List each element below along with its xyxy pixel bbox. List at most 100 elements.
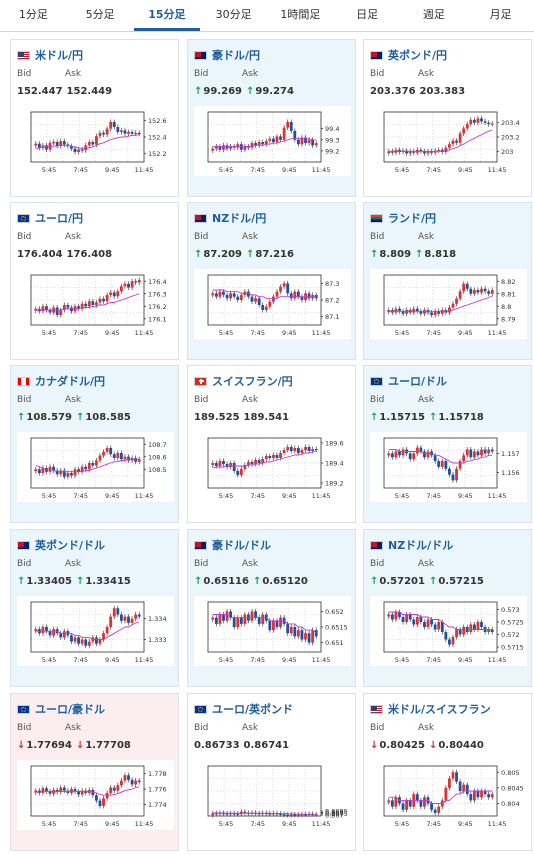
candle bbox=[289, 290, 293, 301]
candle bbox=[490, 627, 494, 635]
x-tick-label: 11:45 bbox=[135, 329, 154, 337]
candle bbox=[307, 444, 311, 454]
currency-pair-link[interactable]: NZドル/円 bbox=[212, 212, 267, 225]
x-tick-label: 9:45 bbox=[282, 329, 297, 337]
arrow-down-icon: ↓ bbox=[370, 740, 379, 751]
bid-value: ↑0.65116 bbox=[194, 576, 249, 587]
rate-card[interactable]: 米ドル/円 Bid Ask 152.447 152.449 152.6 152.4 152.2… bbox=[10, 39, 179, 197]
flag-icon bbox=[194, 540, 207, 550]
rate-card[interactable]: カナダドル/円 Bid Ask ↑108.579 ↑108.585 108.7 108.6 1… bbox=[10, 365, 179, 523]
candle bbox=[311, 137, 315, 148]
x-tick-label: 9:45 bbox=[105, 329, 120, 337]
bid-label: Bid bbox=[194, 723, 209, 733]
y-tick-label: 1.157 bbox=[501, 450, 520, 458]
rate-card[interactable]: ユーロ/ドル Bid Ask ↑1.15715 ↑1.15718 1.157 1.156 5:… bbox=[363, 365, 532, 523]
rate-card[interactable]: 英ポンド/ドル Bid Ask ↑1.33405 ↑1.33415 1.334 1.333 5… bbox=[10, 529, 179, 687]
candle bbox=[112, 119, 116, 130]
moving-average-line bbox=[212, 289, 317, 299]
candle bbox=[247, 289, 250, 300]
candle bbox=[109, 614, 113, 630]
card-header: NZドル/ドル bbox=[370, 538, 453, 552]
rate-card[interactable]: 豪ドル/ドル Bid Ask ↑0.65116 ↑0.65120 0.652 0.6515 0… bbox=[187, 529, 356, 687]
candle bbox=[123, 281, 127, 289]
currency-pair-link[interactable]: ランド/円 bbox=[388, 212, 437, 225]
tab-2[interactable]: 15分足 bbox=[133, 0, 201, 31]
tab-6[interactable]: 週足 bbox=[422, 8, 445, 21]
tab-5[interactable]: 日足 bbox=[356, 8, 379, 21]
candle bbox=[87, 639, 91, 649]
candle bbox=[293, 624, 297, 639]
ask-number: 1.77708 bbox=[85, 740, 131, 751]
rate-card[interactable]: ランド/円 Bid Ask ↑8.809 ↑8.818 8.82 8.81 8.8 8.79 5:… bbox=[363, 202, 532, 360]
currency-pair-link[interactable]: 英ポンド/円 bbox=[388, 49, 448, 62]
rate-card[interactable]: 英ポンド/円 Bid Ask 203.376 203.383 203.4 203.2 203 5… bbox=[363, 39, 532, 197]
currency-pair-link[interactable]: ユーロ/円 bbox=[35, 212, 84, 225]
candle bbox=[80, 464, 84, 475]
candle bbox=[105, 292, 109, 304]
x-tick-label: 11:45 bbox=[488, 492, 507, 500]
bid-label: Bid bbox=[370, 232, 385, 242]
candle bbox=[70, 632, 73, 645]
bid-value: 0.86733 bbox=[194, 740, 240, 751]
rate-card[interactable]: ユーロ/円 Bid Ask 176.404 176.408 176.4 176.3 176.2… bbox=[10, 202, 179, 360]
arrow-up-icon: ↑ bbox=[17, 412, 26, 423]
x-tick-label: 7:45 bbox=[426, 656, 441, 664]
rate-card[interactable]: 米ドル/スイスフラン Bid Ask ↓0.80425 ↓0.80440 0.805 0.8… bbox=[363, 693, 532, 851]
candle bbox=[214, 290, 218, 300]
currency-pair-link[interactable]: ユーロ/ドル bbox=[388, 375, 448, 388]
bid-ask-labels: Bid Ask bbox=[194, 723, 290, 733]
candle bbox=[300, 627, 304, 642]
currency-pair-link[interactable]: ユーロ/英ポンド bbox=[212, 703, 294, 716]
rate-card[interactable]: 豪ドル/円 Bid Ask ↑99.269 ↑99.274 99.4 99.3 99.2 5:4… bbox=[187, 39, 356, 197]
currency-pair-link[interactable]: 米ドル/円 bbox=[35, 49, 84, 62]
candle bbox=[398, 448, 401, 458]
candle bbox=[236, 141, 240, 151]
candle bbox=[433, 807, 437, 816]
currency-pair-link[interactable]: 米ドル/スイスフラン bbox=[388, 703, 491, 716]
candle bbox=[119, 450, 123, 462]
candle bbox=[73, 466, 77, 478]
y-tick-label: 0.8685 bbox=[325, 808, 348, 816]
bid-label: Bid bbox=[370, 395, 385, 405]
x-tick-label: 11:45 bbox=[135, 656, 154, 664]
tab-0[interactable]: 1分足 bbox=[18, 8, 48, 21]
x-tick-label: 11:45 bbox=[488, 656, 507, 664]
currency-pair-link[interactable]: NZドル/ドル bbox=[388, 539, 454, 552]
candle bbox=[448, 637, 451, 647]
tab-3[interactable]: 30分足 bbox=[215, 8, 252, 21]
candle bbox=[62, 302, 66, 313]
candle bbox=[137, 277, 141, 285]
bid-label: Bid bbox=[17, 69, 32, 79]
currency-pair-link[interactable]: 豪ドル/円 bbox=[212, 49, 261, 62]
currency-pair-link[interactable]: 豪ドル/ドル bbox=[212, 539, 272, 552]
rate-card[interactable]: NZドル/円 Bid Ask ↑87.209 ↑87.216 87.3 87.2 87.1 5:… bbox=[187, 202, 356, 360]
y-tick-label: 176.1 bbox=[148, 315, 167, 323]
y-tick-label: 1.333 bbox=[148, 636, 167, 644]
currency-pair-link[interactable]: ユーロ/豪ドル bbox=[35, 703, 106, 716]
currency-pair-link[interactable]: カナダドル/円 bbox=[35, 375, 106, 388]
rate-card[interactable]: ユーロ/豪ドル Bid Ask ↓1.77694 ↓1.77708 1.778 1.776 1… bbox=[10, 693, 179, 851]
currency-pair-link[interactable]: 英ポンド/ドル bbox=[35, 539, 106, 552]
bid-number: 0.86733 bbox=[194, 740, 240, 751]
candle bbox=[300, 294, 304, 303]
rate-card[interactable]: ユーロ/英ポンド Bid Ask 0.86733 0.86741 0.8685 0.868 0… bbox=[187, 693, 356, 851]
ask-value: ↓1.77708 bbox=[76, 740, 131, 751]
candle bbox=[430, 617, 433, 627]
rate-card[interactable]: スイスフラン/円 Bid Ask 189.525 189.541 189.6 189.4 18… bbox=[187, 365, 356, 523]
candle bbox=[268, 453, 272, 461]
bid-ask-labels: Bid Ask bbox=[370, 69, 466, 79]
currency-pair-link[interactable]: スイスフラン/円 bbox=[212, 375, 293, 388]
candle bbox=[211, 290, 215, 298]
moving-average-line bbox=[212, 450, 317, 469]
tab-1[interactable]: 5分足 bbox=[85, 8, 115, 21]
rate-card[interactable]: NZドル/ドル Bid Ask ↑0.57201 ↑0.57215 0.573 0.5725… bbox=[363, 529, 532, 687]
ask-number: 0.65120 bbox=[262, 576, 308, 587]
tab-4[interactable]: 1時間足 bbox=[280, 8, 321, 21]
ask-label: Ask bbox=[242, 232, 259, 242]
candle bbox=[214, 615, 218, 627]
candle bbox=[229, 460, 233, 470]
flag-icon bbox=[370, 213, 383, 223]
candle bbox=[87, 460, 91, 472]
candle bbox=[211, 146, 215, 154]
tab-7[interactable]: 月足 bbox=[489, 8, 512, 21]
